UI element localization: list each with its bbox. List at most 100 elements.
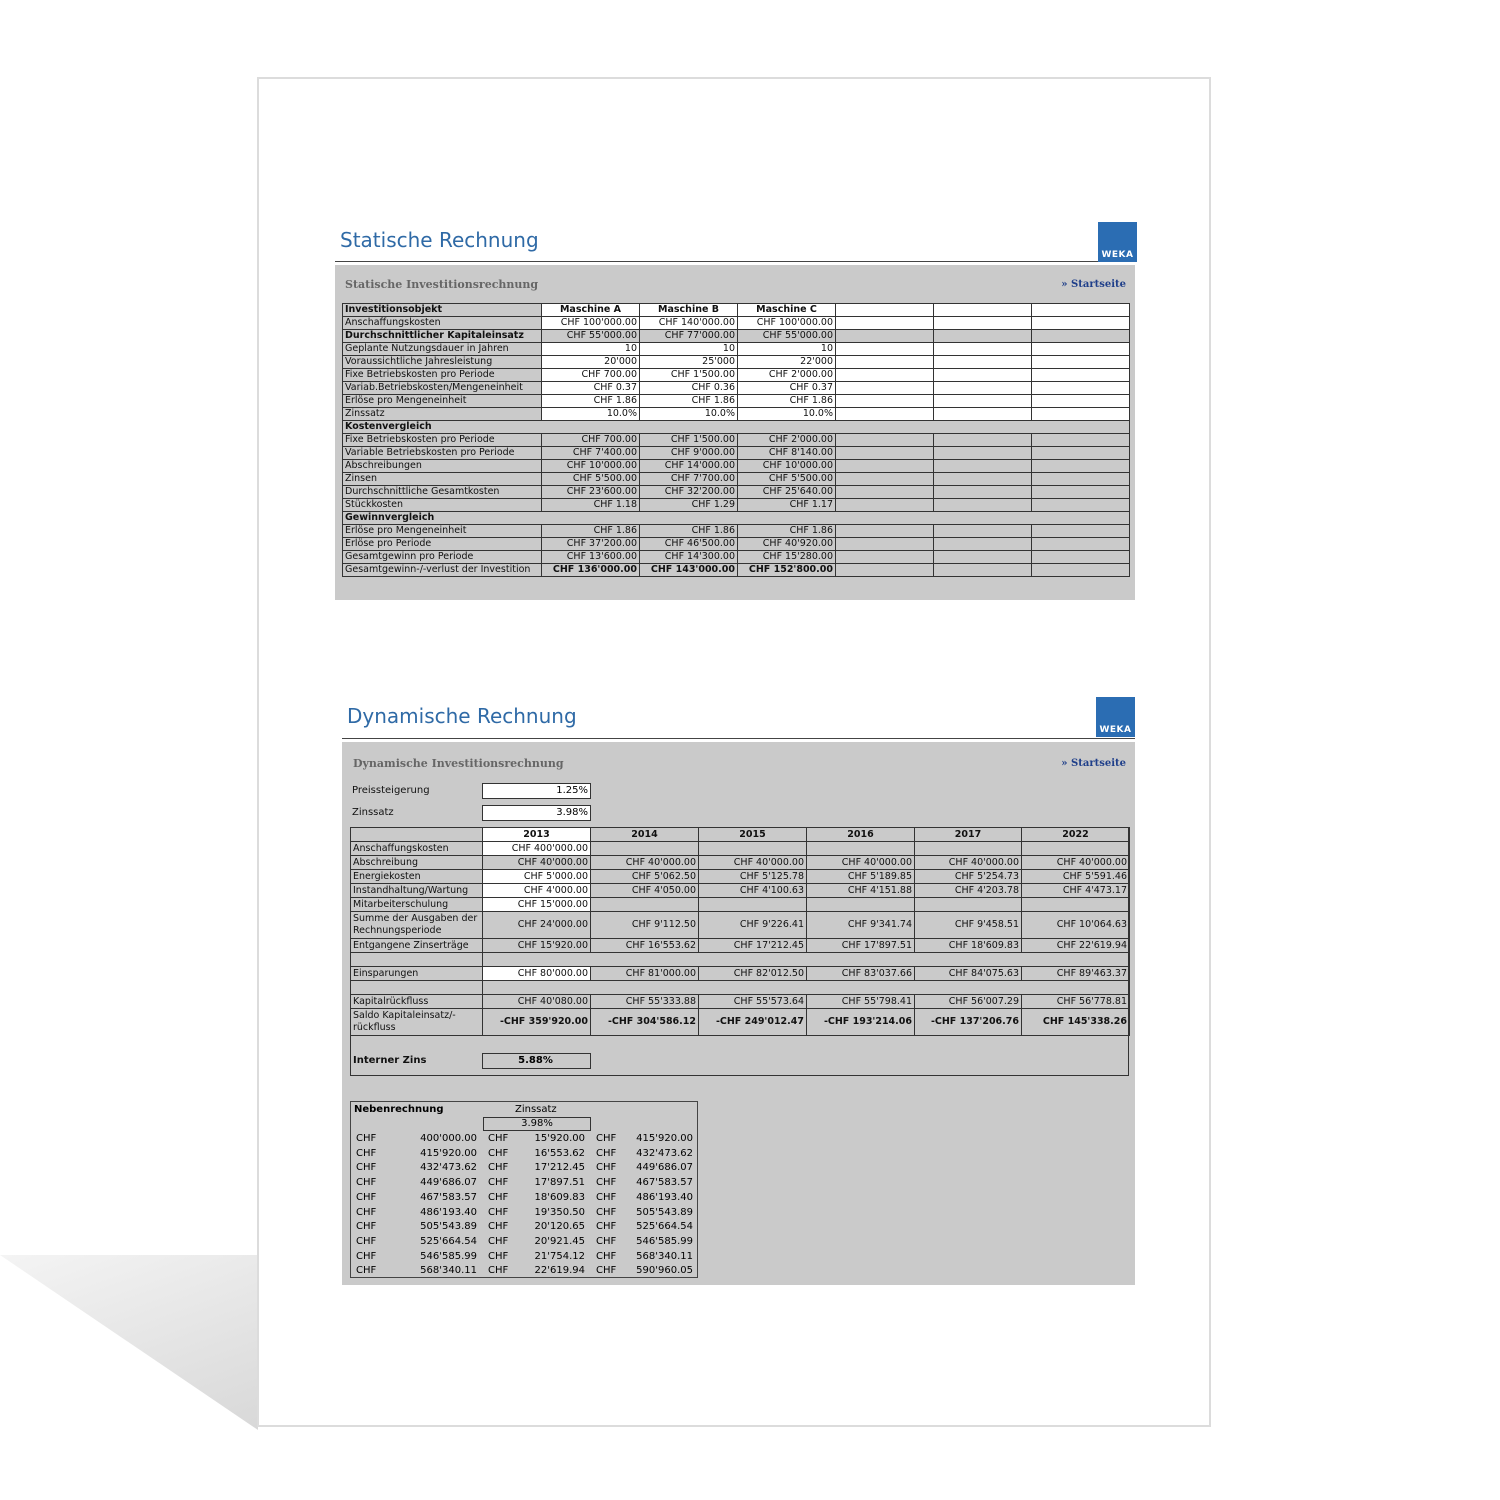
side-calc-title: Nebenrechnung	[354, 1104, 444, 1115]
value-cell[interactable]: 10.0%	[737, 407, 836, 421]
value-cell[interactable]: CHF 1.86	[639, 394, 738, 408]
value-cell[interactable]: CHF 1.86	[541, 394, 640, 408]
value-cell[interactable]	[933, 368, 1032, 382]
value-cell: CHF 89'463.37	[1021, 966, 1130, 981]
static-investment-table: Investitionsobjekt Maschine A Maschine B Ma…	[342, 303, 1130, 577]
value-cell[interactable]: CHF 700.00	[541, 368, 640, 382]
value-cell[interactable]	[1031, 342, 1130, 356]
value-cell[interactable]	[1031, 407, 1130, 421]
value-cell[interactable]: CHF 140'000.00	[639, 316, 738, 330]
value-cell[interactable]: CHF 80'000.00	[482, 966, 591, 981]
value-cell: CHF 40'000.00	[1021, 855, 1130, 870]
amount: 568'340.11	[636, 1250, 693, 1262]
table-row: Saldo Kapitaleinsatz/-rückfluss -CHF 359'…	[350, 1008, 1130, 1036]
startseite-link[interactable]: » Startseite	[1061, 279, 1126, 290]
value-cell: CHF 143'000.00	[639, 563, 738, 577]
currency-label: CHF	[356, 1147, 377, 1159]
zinssatz-input[interactable]: 3.98%	[482, 805, 591, 821]
value-cell[interactable]: CHF 1'500.00	[639, 368, 738, 382]
value-cell[interactable]: 10	[737, 342, 836, 356]
value-cell[interactable]	[835, 342, 934, 356]
row-label: Geplante Nutzungsdauer in Jahren	[342, 342, 542, 356]
value-cell[interactable]	[933, 394, 1032, 408]
value-cell[interactable]: CHF 1.86	[737, 394, 836, 408]
value-cell[interactable]: CHF 15'000.00	[482, 897, 591, 912]
amount: 20'921.45	[534, 1235, 585, 1247]
value-cell	[933, 563, 1032, 577]
value-cell[interactable]	[933, 407, 1032, 421]
side-calc-row: CHF 432'473.62 CHF 17'212.45 CHF 449'686.07	[351, 1162, 697, 1176]
value-cell	[933, 433, 1032, 447]
value-cell[interactable]: 25'000	[639, 355, 738, 369]
value-cell: CHF 136'000.00	[541, 563, 640, 577]
row-label: Variable Betriebskosten pro Periode	[342, 446, 542, 460]
value-cell[interactable]	[1031, 316, 1130, 330]
value-cell[interactable]	[1031, 368, 1130, 382]
amount: 432'473.62	[420, 1162, 477, 1174]
value-cell[interactable]	[835, 381, 934, 395]
value-cell[interactable]: CHF 400'000.00	[482, 841, 591, 856]
value-cell[interactable]	[835, 394, 934, 408]
value-cell[interactable]: CHF 100'000.00	[541, 316, 640, 330]
header-cell[interactable]	[933, 303, 1032, 317]
value-cell[interactable]: CHF 2'000.00	[737, 368, 836, 382]
table-row: Kapitalrückfluss CHF 40'080.00 CHF 55'333.…	[350, 994, 1130, 1009]
value-cell: CHF 1.86	[737, 524, 836, 538]
value-cell[interactable]	[933, 355, 1032, 369]
value-cell[interactable]	[835, 407, 934, 421]
value-cell[interactable]	[1031, 355, 1130, 369]
header-cell[interactable]: Maschine A	[541, 303, 640, 317]
table-row: Abschreibungen CHF 10'000.00 CHF 14'000.00…	[342, 459, 1130, 473]
value-cell: CHF 152'800.00	[737, 563, 836, 577]
value-cell[interactable]	[835, 355, 934, 369]
value-cell[interactable]: 22'000	[737, 355, 836, 369]
value-cell: CHF 55'333.88	[590, 994, 699, 1009]
value-cell[interactable]: CHF 100'000.00	[737, 316, 836, 330]
year-header[interactable]: 2013	[482, 827, 591, 842]
currency-label: CHF	[356, 1221, 377, 1233]
value-cell[interactable]	[835, 368, 934, 382]
amount: 17'212.45	[534, 1162, 585, 1174]
header-cell[interactable]: Maschine C	[737, 303, 836, 317]
side-calc-rate-label: Zinssatz	[515, 1104, 557, 1115]
row-label: Fixe Betriebskosten pro Periode	[342, 433, 542, 447]
value-cell[interactable]: 10.0%	[541, 407, 640, 421]
header-cell[interactable]	[1031, 303, 1130, 317]
header-cell[interactable]: Maschine B	[639, 303, 738, 317]
amount: 486'193.40	[420, 1206, 477, 1218]
value-cell[interactable]: 10	[541, 342, 640, 356]
value-cell[interactable]	[933, 342, 1032, 356]
blank-cell	[350, 952, 483, 967]
value-cell[interactable]: CHF 0.36	[639, 381, 738, 395]
table-row: Summe der Ausgaben der Rechnungsperiode C…	[350, 911, 1130, 939]
currency-label: CHF	[596, 1250, 617, 1262]
value-cell[interactable]	[1031, 381, 1130, 395]
value-cell[interactable]: CHF 0.37	[737, 381, 836, 395]
value-cell[interactable]: 10.0%	[639, 407, 738, 421]
value-cell[interactable]	[933, 316, 1032, 330]
value-cell[interactable]: CHF 4'000.00	[482, 883, 591, 898]
value-cell[interactable]	[835, 316, 934, 330]
value-cell[interactable]: CHF 0.37	[541, 381, 640, 395]
table-row	[350, 980, 1130, 995]
value-cell[interactable]: 10	[639, 342, 738, 356]
value-cell: CHF 1'500.00	[639, 433, 738, 447]
currency-label: CHF	[488, 1265, 509, 1277]
value-cell: CHF 15'920.00	[482, 938, 591, 953]
value-cell[interactable]: CHF 5'000.00	[482, 869, 591, 884]
value-cell: CHF 1.86	[639, 524, 738, 538]
value-cell[interactable]	[1031, 394, 1130, 408]
value-cell	[933, 498, 1032, 512]
value-cell	[835, 524, 934, 538]
preissteigerung-input[interactable]: 1.25%	[482, 783, 591, 799]
startseite-link[interactable]: » Startseite	[1061, 758, 1126, 769]
value-cell[interactable]: 20'000	[541, 355, 640, 369]
value-cell	[835, 446, 934, 460]
value-cell: CHF 46'500.00	[639, 537, 738, 551]
header-cell[interactable]	[835, 303, 934, 317]
value-cell[interactable]	[933, 381, 1032, 395]
value-cell	[1031, 485, 1130, 499]
value-cell: CHF 37'200.00	[541, 537, 640, 551]
value-cell	[933, 537, 1032, 551]
value-cell: CHF 5'500.00	[541, 472, 640, 486]
